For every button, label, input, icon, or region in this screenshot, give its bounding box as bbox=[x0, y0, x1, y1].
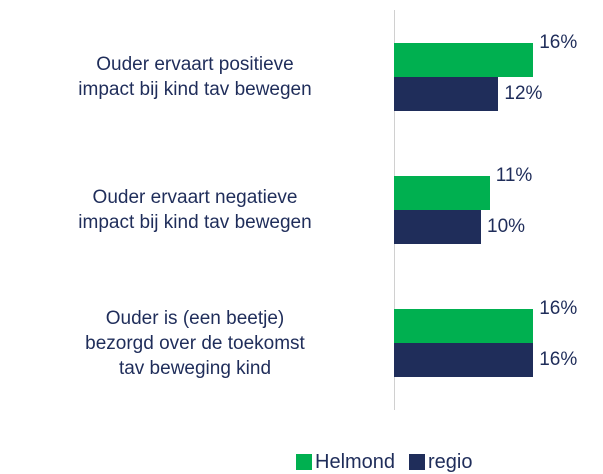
bar bbox=[394, 176, 490, 210]
category-label: Ouder ervaart negatieve impact bij kind … bbox=[78, 187, 312, 233]
legend-label: regio bbox=[428, 451, 473, 473]
value-label: 12% bbox=[504, 83, 543, 104]
bar bbox=[394, 343, 534, 377]
value-label: 16% bbox=[539, 32, 578, 53]
value-label: 16% bbox=[539, 349, 578, 370]
bar bbox=[394, 77, 499, 111]
value-label: 10% bbox=[487, 216, 526, 237]
category-label: Ouder ervaart positieve impact bij kind … bbox=[78, 54, 312, 100]
value-label: 11% bbox=[495, 165, 533, 186]
legend-swatch bbox=[296, 454, 312, 470]
bar bbox=[394, 43, 534, 77]
value-label: 16% bbox=[539, 298, 578, 319]
category-label: Ouder is (een beetje) bezorgd over de to… bbox=[85, 307, 305, 379]
legend-swatch bbox=[409, 454, 425, 470]
legend-label: Helmond bbox=[315, 451, 396, 473]
bar bbox=[394, 309, 534, 343]
bar bbox=[394, 210, 481, 244]
